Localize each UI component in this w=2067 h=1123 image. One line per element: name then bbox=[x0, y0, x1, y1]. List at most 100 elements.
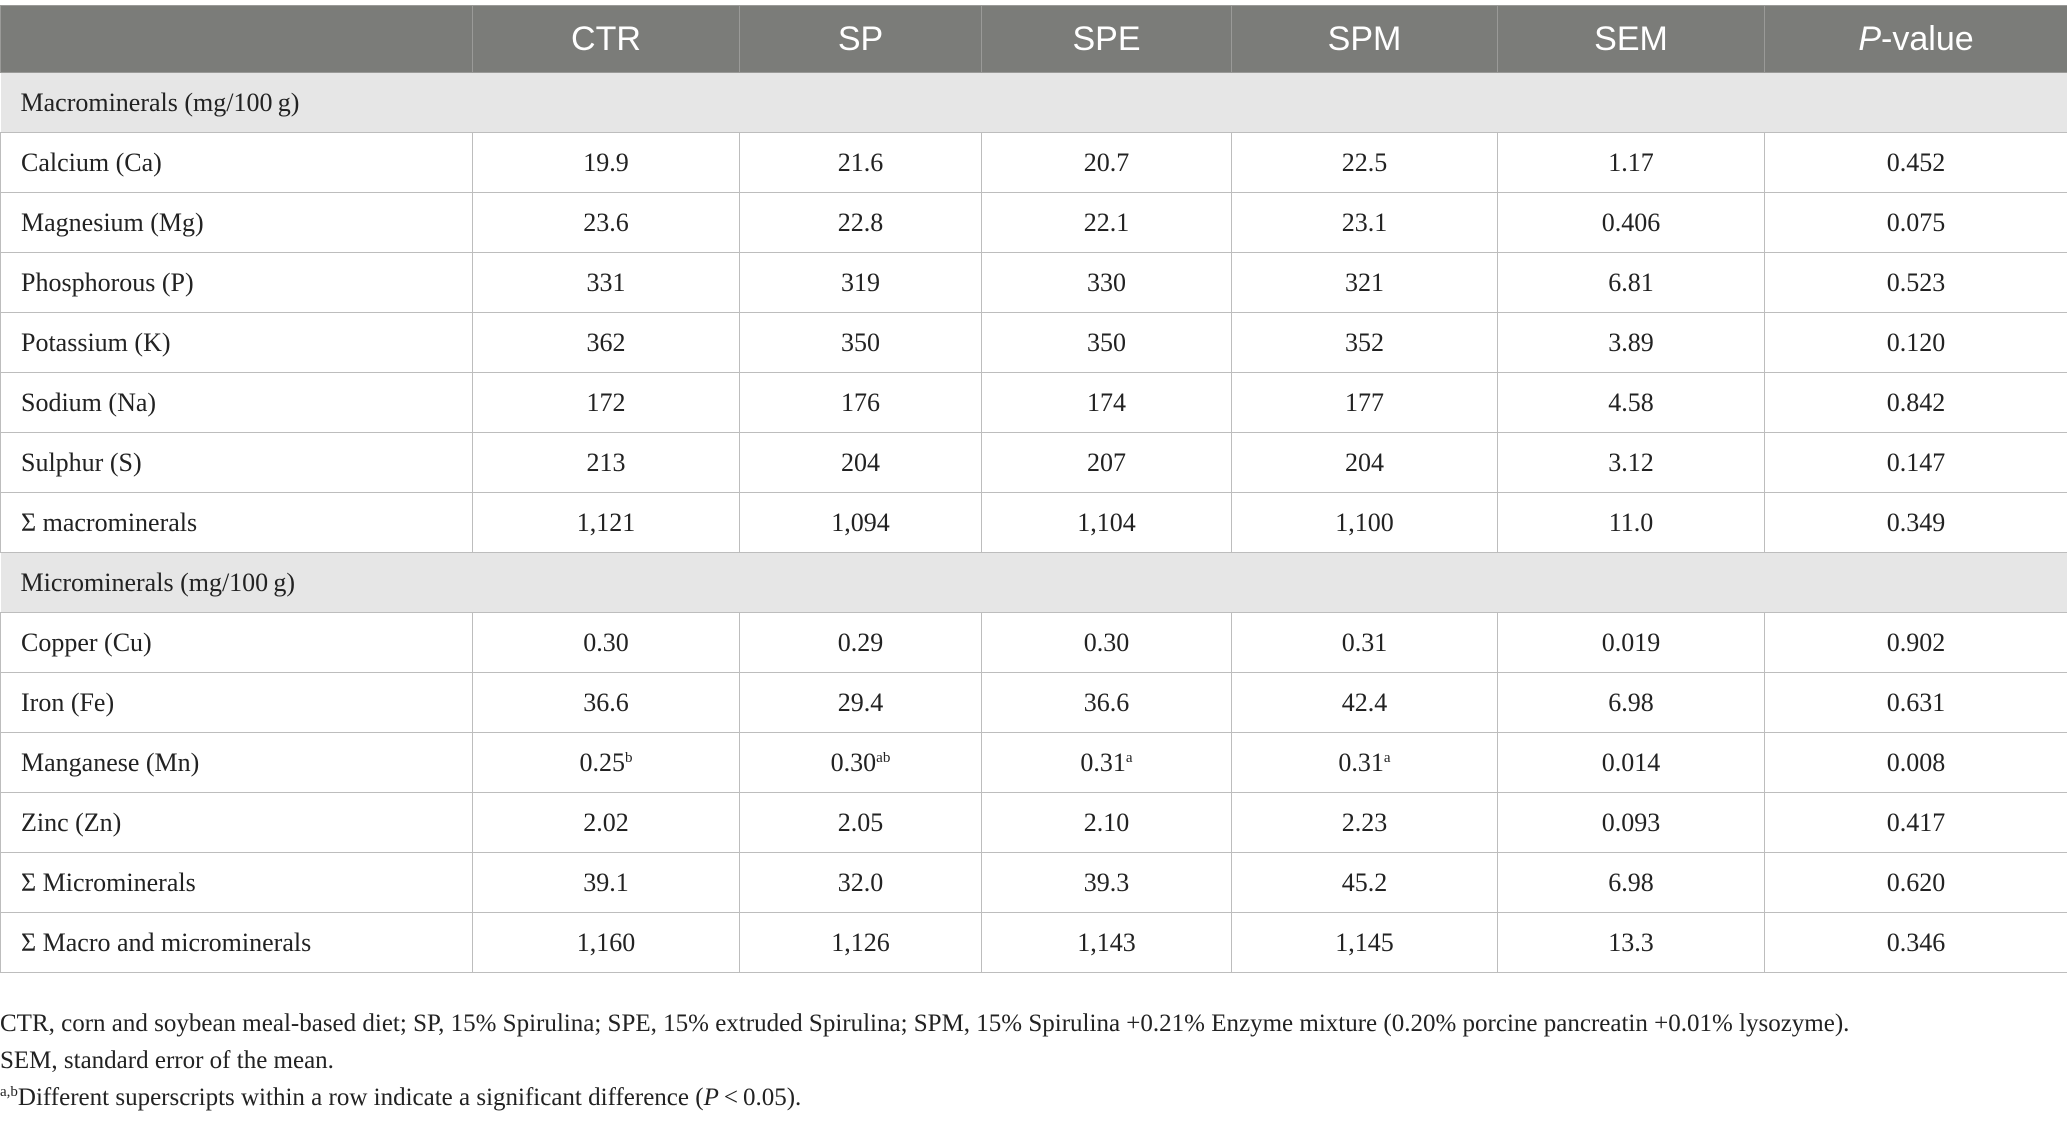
value-cell: 350 bbox=[981, 312, 1232, 373]
value-cell: 3.89 bbox=[1497, 312, 1765, 373]
text: 1,094 bbox=[831, 507, 890, 537]
data-row: Potassium (K) 362 350 350 352 3.89 0.120 bbox=[0, 312, 2067, 373]
value-cell: 29.4 bbox=[739, 672, 982, 733]
value-cell: 1,160 bbox=[472, 912, 740, 973]
value-cell: 0.30 bbox=[981, 612, 1232, 673]
value-cell: 352 bbox=[1231, 312, 1498, 373]
value-cell: 204 bbox=[1231, 432, 1498, 493]
text: 1,121 bbox=[576, 507, 636, 537]
text: 36.6 bbox=[1083, 687, 1130, 717]
text: 2.23 bbox=[1341, 807, 1388, 837]
data-row: Calcium (Ca) 19.9 21.6 20.7 22.5 1.17 0.452 bbox=[0, 132, 2067, 193]
row-label: Iron (Fe) bbox=[0, 672, 473, 733]
text: 19.9 bbox=[583, 147, 629, 177]
value-cell: 213 bbox=[472, 432, 740, 493]
text: SEM, standard error of the mean. bbox=[0, 1047, 334, 1074]
data-table: CTR SP SPE SPM SEM P-value Macrominerals (mg/… bbox=[0, 5, 2067, 973]
text: 177 bbox=[1345, 387, 1384, 417]
text: 13.3 bbox=[1608, 927, 1654, 957]
value-cell: 39.3 bbox=[981, 852, 1232, 913]
value-cell: 0.30 bbox=[472, 612, 740, 673]
text: 0.147 bbox=[1886, 447, 1946, 477]
text: 0.075 bbox=[1886, 207, 1946, 237]
column-header: SPM bbox=[1231, 5, 1498, 73]
data-row: Iron (Fe) 36.6 29.4 36.6 42.4 6.98 0.631 bbox=[0, 672, 2067, 733]
value-cell: 39.1 bbox=[472, 852, 740, 913]
text: 1,104 bbox=[1077, 507, 1136, 537]
value-cell: 32.0 bbox=[739, 852, 982, 913]
value-cell: 3.12 bbox=[1497, 432, 1765, 493]
text: 0.417 bbox=[1886, 807, 1946, 837]
text: 45.2 bbox=[1341, 867, 1388, 897]
value-cell: 0.31 bbox=[1231, 612, 1498, 673]
text: 29.4 bbox=[837, 687, 884, 717]
text: 172 bbox=[586, 387, 626, 417]
text: 21.6 bbox=[837, 147, 884, 177]
text: 0.30 bbox=[1083, 627, 1130, 657]
text: 4.58 bbox=[1608, 387, 1654, 417]
value-cell: 174 bbox=[981, 372, 1232, 433]
text-segment: a,b bbox=[0, 1084, 18, 1100]
row-label: Magnesium (Mg) bbox=[0, 192, 473, 253]
text: 0.902 bbox=[1886, 627, 1946, 657]
value-cell: 0.31a bbox=[1231, 732, 1498, 793]
text: 23.6 bbox=[583, 207, 629, 237]
value-cell: 0.120 bbox=[1764, 312, 2067, 373]
row-label: Σ Macro and microminerals bbox=[0, 912, 473, 973]
text: 319 bbox=[841, 267, 880, 297]
text: 22.8 bbox=[837, 207, 884, 237]
text: 350 bbox=[841, 327, 880, 357]
value-cell: 2.10 bbox=[981, 792, 1232, 853]
text: 0.523 bbox=[1886, 267, 1946, 297]
text: 0.349 bbox=[1886, 507, 1946, 537]
value-cell: 36.6 bbox=[981, 672, 1232, 733]
text: 1,160 bbox=[576, 927, 636, 957]
text-segment: -value bbox=[1881, 19, 1974, 58]
text: 176 bbox=[841, 387, 880, 417]
data-row: Zinc (Zn) 2.02 2.05 2.10 2.23 0.093 0.417 bbox=[0, 792, 2067, 853]
footnote: a,bDifferent superscripts within a row i… bbox=[0, 1079, 2067, 1116]
text: 0.093 bbox=[1601, 807, 1661, 837]
value-cell: 0.075 bbox=[1764, 192, 2067, 253]
text: 350 bbox=[1087, 327, 1126, 357]
value-cell: 20.7 bbox=[981, 132, 1232, 193]
text: 362 bbox=[586, 327, 626, 357]
text: 1,143 bbox=[1077, 927, 1136, 957]
text: 11.0 bbox=[1608, 507, 1654, 537]
section-row: Macrominerals (mg/100 g) bbox=[0, 72, 2067, 133]
data-row: Sulphur (S) 213 204 207 204 3.12 0.147 bbox=[0, 432, 2067, 493]
text: 331 bbox=[586, 267, 626, 297]
text: 2.05 bbox=[837, 807, 884, 837]
text: SPE bbox=[1072, 19, 1141, 58]
footnote: CTR, corn and soybean meal-based diet; S… bbox=[0, 1005, 2067, 1042]
data-row: Magnesium (Mg) 23.6 22.8 22.1 23.1 0.406 0.075 bbox=[0, 192, 2067, 253]
column-header: P-value bbox=[1764, 5, 2067, 73]
text: 0.31 bbox=[1341, 627, 1388, 657]
value-cell: 204 bbox=[739, 432, 982, 493]
value-cell: 331 bbox=[472, 252, 740, 313]
value-cell: 330 bbox=[981, 252, 1232, 313]
text: 6.98 bbox=[1608, 867, 1654, 897]
column-header: SP bbox=[739, 5, 982, 73]
text-segment: a bbox=[1125, 749, 1133, 766]
text: 6.81 bbox=[1608, 267, 1654, 297]
value-cell: 22.5 bbox=[1231, 132, 1498, 193]
value-cell: 36.6 bbox=[472, 672, 740, 733]
value-cell: 0.014 bbox=[1497, 732, 1765, 793]
value-cell: 23.6 bbox=[472, 192, 740, 253]
value-cell: 2.23 bbox=[1231, 792, 1498, 853]
value-cell: 22.1 bbox=[981, 192, 1232, 253]
value-cell: 13.3 bbox=[1497, 912, 1765, 973]
text: 0.631 bbox=[1886, 687, 1946, 717]
value-cell: 0.30ab bbox=[739, 732, 982, 793]
data-row: Σ macrominerals 1,121 1,094 1,104 1,100 11.0 0… bbox=[0, 492, 2067, 553]
text: 0.30 bbox=[583, 627, 629, 657]
header-row: CTR SP SPE SPM SEM P-value bbox=[0, 5, 2067, 73]
text: 174 bbox=[1087, 387, 1126, 417]
text: 22.1 bbox=[1083, 207, 1130, 237]
text: 204 bbox=[1345, 447, 1384, 477]
value-cell: 6.98 bbox=[1497, 852, 1765, 913]
text: 3.89 bbox=[1608, 327, 1654, 357]
text: 39.3 bbox=[1083, 867, 1130, 897]
value-cell: 0.417 bbox=[1764, 792, 2067, 853]
